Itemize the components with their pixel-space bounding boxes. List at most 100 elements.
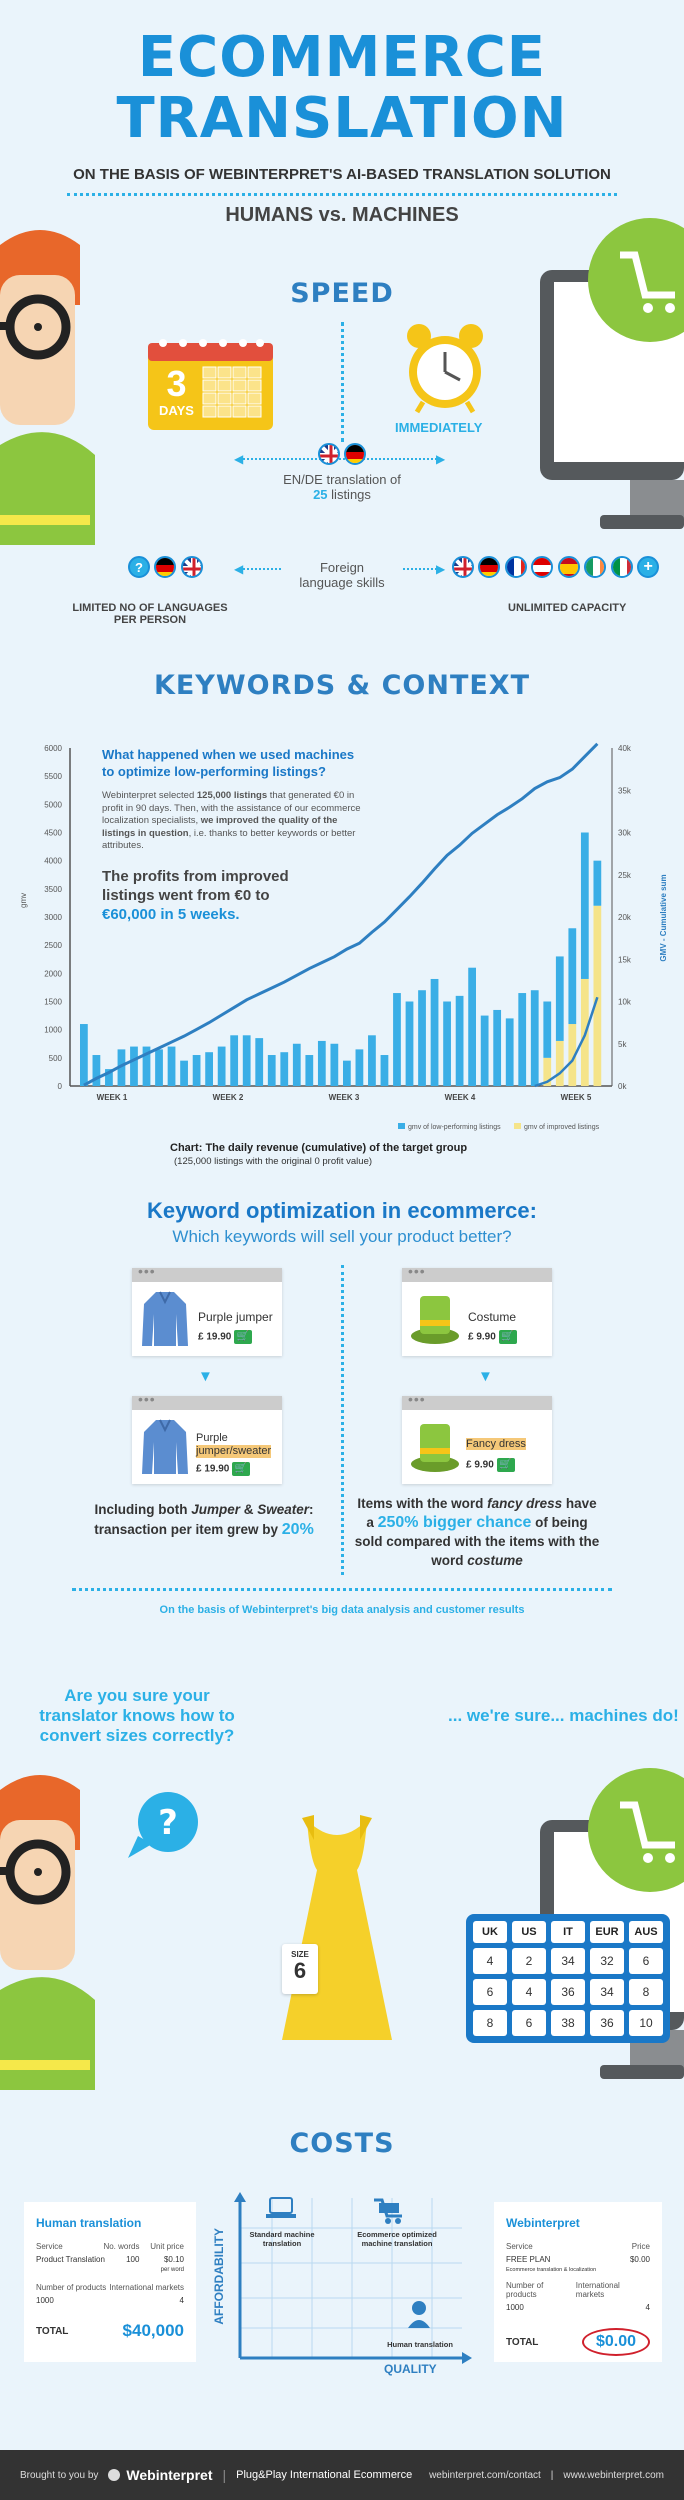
at-flag-icon — [531, 556, 554, 578]
y-tick-label: 5000 — [44, 800, 62, 809]
product-price: £ 9.90 — [466, 1459, 494, 1471]
size-cell: 6 — [512, 2010, 546, 2036]
para-bold: 125,000 listings — [196, 790, 268, 801]
total-value: $0.00 — [581, 2328, 650, 2356]
page-title-line2: TRANSLATION — [116, 86, 568, 151]
unlimited-capacity-label: UNLIMITED CAPACITY — [508, 602, 627, 614]
bar-low-performing — [330, 1043, 339, 1086]
listings-label: listings — [331, 487, 371, 502]
right-result: Items with the word fancy dress have a 2… — [352, 1494, 602, 1570]
bar-low-performing — [455, 995, 464, 1086]
cart-button[interactable]: 🛒 — [498, 1330, 517, 1344]
question-icon: ? — [128, 556, 150, 578]
footer-site-link[interactable]: www.webinterpret.com — [563, 2469, 664, 2481]
translation-arrow — [240, 458, 440, 460]
product-name-highlight: Fancy dress — [466, 1438, 526, 1450]
svg-text:?: ? — [158, 1803, 178, 1843]
result-text: of being sold compared with the items wi… — [354, 1515, 600, 1568]
sizes-answer: ... we're sure... machines do! — [448, 1706, 679, 1725]
cell-sub: Ecommerce translation & localization — [506, 2267, 597, 2273]
bar-improved — [568, 1024, 577, 1086]
arrow-right-icon: ▶ — [436, 562, 446, 576]
bar-low-performing — [217, 1046, 226, 1086]
bar-low-performing — [568, 928, 577, 1025]
footer-brand[interactable]: Webinterpret — [126, 2467, 213, 2483]
bar-improved — [555, 1040, 564, 1086]
bar-low-performing — [317, 1040, 326, 1086]
bar-low-performing — [393, 993, 401, 1086]
webinterpret-card: Webinterpret Service Price FREE PLAN Ecomm… — [494, 2202, 662, 2362]
cell: $0.10 — [163, 2255, 184, 2264]
unlimited-flags: + — [452, 556, 684, 583]
col-header: Price — [631, 2242, 650, 2251]
es-flag-icon — [557, 556, 580, 578]
bar-low-performing — [530, 990, 539, 1086]
product-price-row: £ 19.90 🛒 — [196, 1462, 251, 1476]
divider — [67, 193, 617, 196]
footer-separator: | — [222, 2467, 227, 2483]
table-row: 6 4 36 34 8 — [473, 1979, 663, 2005]
bar-low-performing — [155, 1049, 163, 1086]
bar-low-performing — [130, 1046, 138, 1086]
bar-low-performing — [443, 1001, 451, 1086]
y2-tick-label: 30k — [618, 829, 632, 838]
profit-highlight: €60,000 in 5 weeks. — [102, 905, 240, 923]
days-number: 3 — [166, 363, 187, 404]
card-header-row: Number of products International markets — [506, 2281, 650, 2299]
cart-button[interactable]: 🛒 — [496, 1458, 515, 1472]
bar-low-performing — [493, 1009, 502, 1086]
card-row: FREE PLAN Ecommerce translation & localiz… — [506, 2255, 650, 2273]
down-arrow-icon: ▼ — [478, 1368, 493, 1385]
bar-low-performing — [180, 1060, 188, 1086]
y-tick-label: 2000 — [44, 969, 62, 978]
product-price: £ 9.90 — [468, 1331, 496, 1343]
bar-low-performing — [355, 1049, 364, 1086]
y2-tick-label: 20k — [618, 913, 632, 922]
bar-low-performing — [280, 1052, 289, 1086]
cart-button[interactable]: 🛒 — [232, 1462, 251, 1476]
y2-tick-label: 15k — [618, 955, 632, 964]
size-cell: 36 — [590, 2010, 624, 2036]
total-row: TOTAL $0.00 — [506, 2328, 650, 2356]
product-price-row: £ 19.90 🛒 — [198, 1330, 253, 1344]
product-card-costume: Costume £ 9.90 🛒 — [402, 1263, 552, 1356]
foreign-skills-label: Foreign language skills — [282, 560, 402, 590]
para-text: Webinterpret selected — [102, 790, 197, 801]
result-text: have a — [366, 1496, 597, 1530]
size-cell: 34 — [551, 1948, 585, 1974]
listings-count: 25 — [313, 487, 328, 502]
limited-line1: LIMITED NO OF LANGUAGES — [72, 602, 228, 614]
result-highlight: 250% bigger chance — [377, 1514, 532, 1531]
result-text: transaction per item grew by — [94, 1522, 282, 1537]
y2-tick-label: 35k — [618, 786, 632, 795]
result-text: Items with the word — [357, 1496, 488, 1511]
bar-low-performing — [418, 990, 426, 1086]
col-header: Number of products — [36, 2283, 107, 2292]
footer-slogan: Plug&Play International Ecommerce — [236, 2469, 413, 2481]
arrow-right-icon: ▶ — [436, 452, 446, 466]
it-flag-icon — [610, 556, 633, 578]
col-header: International markets — [109, 2283, 184, 2292]
ie-flag-icon — [584, 556, 607, 578]
footer-contact-link[interactable]: webinterpret.com/contact — [429, 2469, 541, 2481]
legend-swatch-improved — [514, 1123, 521, 1129]
bar-low-performing — [117, 1049, 126, 1086]
calendar-icon: 3 DAYS — [148, 335, 273, 430]
y-tick-label: 500 — [49, 1054, 63, 1063]
keyword-opt-header: Keyword optimization in ecommerce: Which… — [0, 1198, 684, 1247]
total-value: $40,000 — [122, 2321, 184, 2340]
product-name: Purple jumper/sweater — [196, 1432, 272, 1458]
bar-low-performing — [380, 1055, 389, 1086]
y-axis-label: gmv — [19, 893, 28, 908]
speed-title: SPEED — [290, 278, 394, 309]
cart-button[interactable]: 🛒 — [234, 1330, 253, 1344]
tagline: HUMANS vs. MACHINES — [225, 204, 459, 226]
card-header-row: Service Price — [506, 2242, 650, 2251]
keyword-opt-subtitle: Which keywords will sell your product be… — [172, 1227, 512, 1246]
week-label: WEEK 4 — [445, 1093, 476, 1102]
size-cell: 6 — [473, 1979, 507, 2005]
bar-low-performing — [518, 993, 527, 1086]
chart-caption: Chart: The daily revenue (cumulative) of… — [170, 1142, 468, 1154]
result-italic: fancy dress — [487, 1496, 563, 1511]
